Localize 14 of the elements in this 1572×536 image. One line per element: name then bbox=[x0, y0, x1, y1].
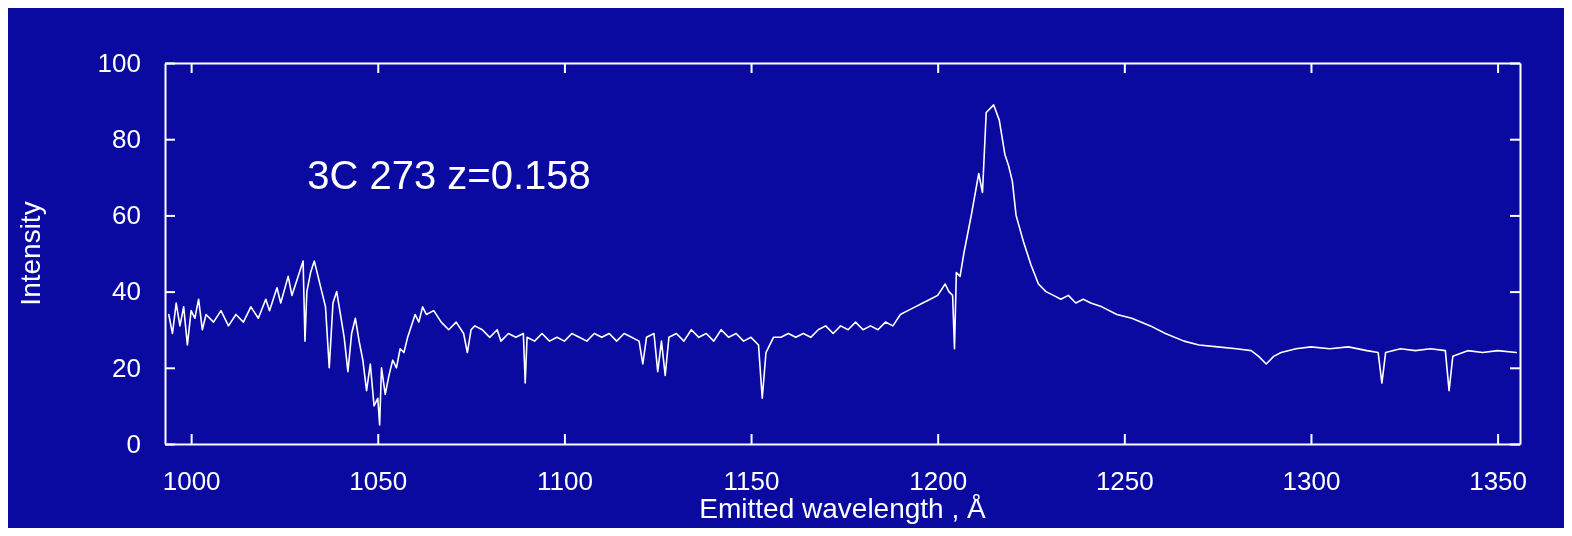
y-tick-label: 0 bbox=[126, 428, 141, 459]
y-tick-label: 40 bbox=[112, 276, 141, 307]
x-tick-label: 1000 bbox=[162, 466, 221, 497]
y-tick-label: 60 bbox=[112, 200, 141, 231]
x-tick-label: 1350 bbox=[1469, 466, 1528, 497]
y-tick-label: 20 bbox=[112, 352, 141, 383]
x-tick-label: 1100 bbox=[536, 466, 593, 497]
x-tick-label: 1300 bbox=[1282, 466, 1341, 497]
y-tick-label: 80 bbox=[112, 124, 141, 155]
x-tick-label: 1050 bbox=[349, 466, 408, 497]
y-axis-title: Intensity bbox=[15, 201, 46, 306]
annotation: 3C 273 z=0.158 bbox=[307, 152, 591, 197]
y-tick-label: 100 bbox=[97, 47, 141, 78]
x-tick-label: 1250 bbox=[1095, 466, 1154, 497]
